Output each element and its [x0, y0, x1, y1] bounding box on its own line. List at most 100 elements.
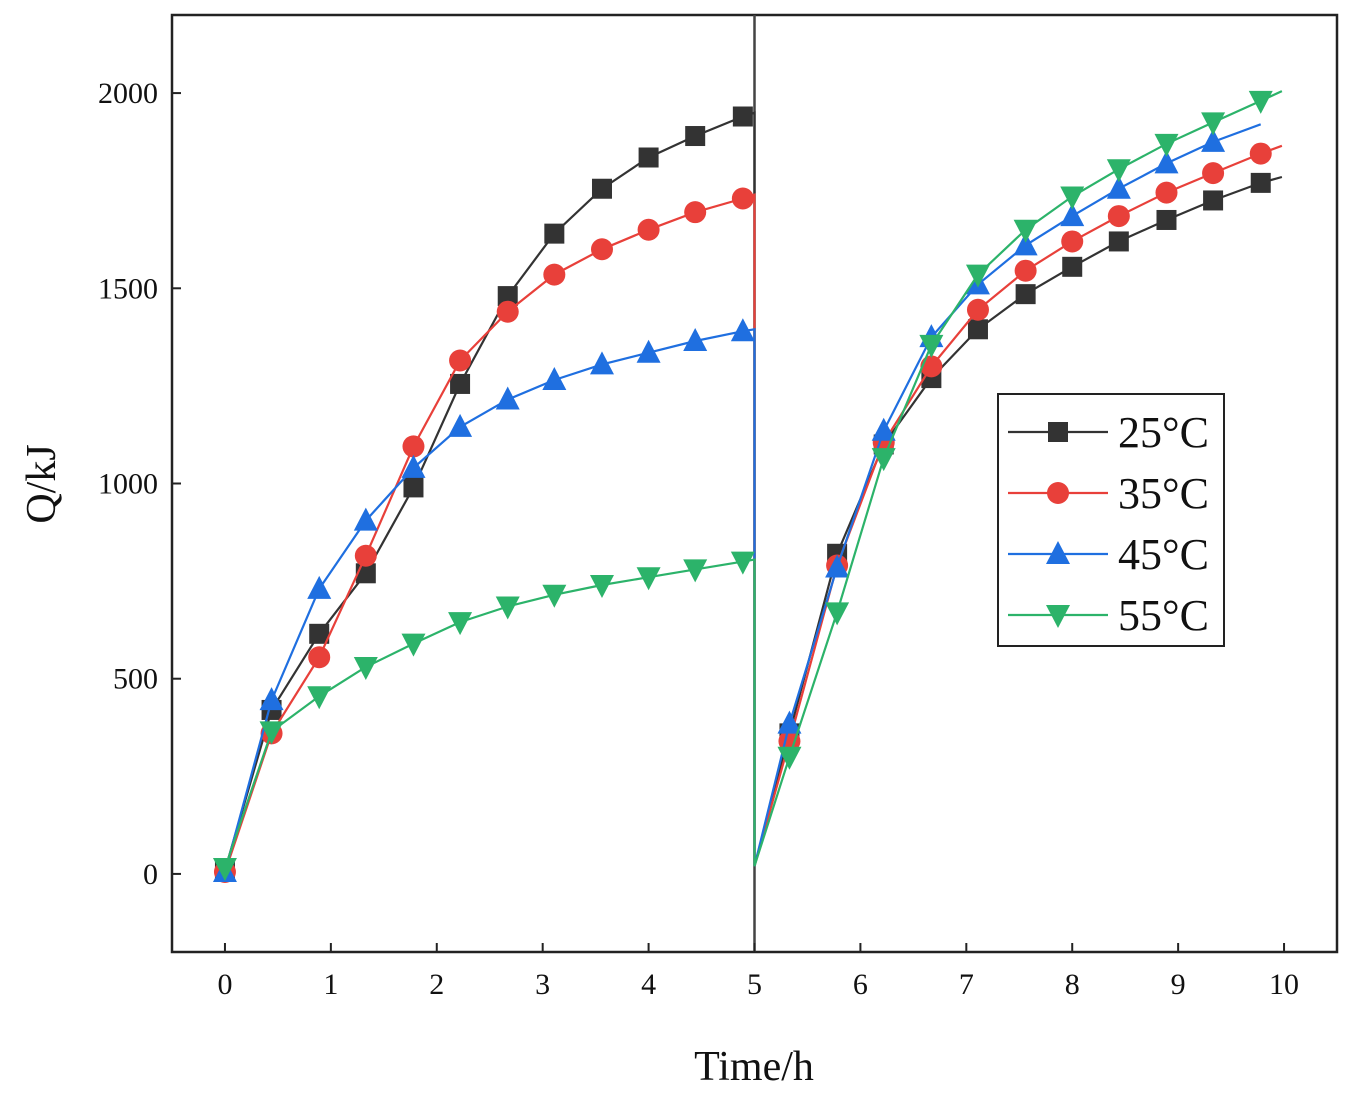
data-point	[965, 264, 990, 288]
legend-marker	[1047, 482, 1069, 504]
data-point	[919, 334, 944, 358]
data-point	[683, 327, 708, 351]
data-point	[1108, 231, 1129, 252]
x-tick-label: 7	[959, 968, 974, 1001]
x-tick-label: 6	[853, 968, 868, 1001]
data-point	[259, 687, 284, 711]
data-point	[638, 147, 659, 168]
data-point	[542, 367, 567, 391]
data-point	[589, 351, 614, 375]
data-point	[354, 544, 377, 567]
data-point	[495, 386, 520, 410]
data-point	[1249, 142, 1272, 165]
data-point	[825, 554, 850, 578]
y-axis: 0 500 1000 1500 2000	[98, 77, 181, 891]
y-tick-label: 2000	[98, 77, 158, 110]
data-point	[825, 602, 850, 626]
data-point	[403, 477, 424, 498]
data-point	[1154, 133, 1179, 157]
data-point	[1156, 209, 1177, 230]
data-point	[684, 201, 707, 224]
data-point	[1062, 256, 1083, 277]
data-point	[683, 559, 708, 583]
series-layer	[212, 90, 1283, 883]
x-tick-label: 5	[747, 968, 762, 1001]
data-point	[259, 721, 284, 745]
data-point	[309, 623, 330, 644]
data-point	[307, 686, 332, 710]
data-point	[920, 355, 943, 378]
x-tick-label: 2	[429, 968, 444, 1001]
data-point	[307, 575, 332, 599]
data-point	[1203, 190, 1224, 211]
x-axis: 0 1 2 3 4 5 6 7 8 9 10	[217, 943, 1299, 1001]
data-point	[966, 298, 989, 321]
data-point	[1060, 203, 1085, 227]
data-point	[449, 349, 472, 372]
data-point	[730, 318, 755, 342]
data-point	[448, 612, 473, 636]
data-point	[1061, 230, 1084, 253]
data-point	[967, 319, 988, 340]
data-point	[637, 218, 660, 241]
y-tick-label: 1500	[98, 272, 158, 305]
x-tick-label: 10	[1269, 968, 1299, 1001]
series-45CC	[212, 123, 1262, 882]
data-point	[591, 178, 612, 199]
x-axis-title: Time/h	[694, 1044, 814, 1090]
legend-label: 25°C	[1118, 408, 1209, 457]
data-point	[1106, 175, 1131, 199]
data-point	[1155, 181, 1178, 204]
data-point	[448, 413, 473, 437]
data-point	[636, 339, 661, 363]
x-tick-label: 1	[323, 968, 338, 1001]
data-point	[544, 223, 565, 244]
legend-marker	[1048, 422, 1068, 442]
data-point	[1201, 128, 1226, 152]
data-point	[636, 567, 661, 591]
data-point	[730, 551, 755, 575]
x-tick-label: 8	[1065, 968, 1080, 1001]
data-point	[777, 710, 802, 734]
legend-label: 55°C	[1118, 591, 1209, 640]
data-point	[1201, 112, 1226, 136]
data-point	[1202, 162, 1225, 185]
data-point	[1154, 150, 1179, 174]
data-point	[1106, 159, 1131, 183]
x-tick-label: 3	[535, 968, 550, 1001]
data-point	[1013, 219, 1038, 243]
y-axis-title: Q/kJ	[19, 444, 65, 523]
legend-label: 35°C	[1118, 469, 1209, 518]
data-point	[685, 126, 706, 147]
data-point	[1060, 186, 1085, 210]
data-point	[590, 238, 613, 261]
data-point	[1250, 172, 1271, 193]
data-point	[871, 417, 896, 441]
y-tick-label: 1000	[98, 468, 158, 501]
x-tick-label: 9	[1171, 968, 1186, 1001]
data-point	[542, 584, 567, 608]
legend: 25°C 35°C 45°C 55°C	[997, 393, 1225, 647]
data-point	[402, 435, 425, 458]
data-point	[1015, 284, 1036, 305]
data-point	[1248, 90, 1273, 114]
data-point	[731, 187, 754, 210]
legend-marker	[1046, 605, 1070, 628]
x-tick-label: 4	[641, 968, 656, 1001]
legend-marker	[1046, 541, 1070, 564]
data-point	[497, 286, 518, 307]
data-point	[589, 575, 614, 599]
data-point	[401, 633, 426, 657]
data-point	[353, 507, 378, 531]
data-point	[732, 106, 753, 127]
data-point	[777, 746, 802, 770]
data-point	[212, 858, 237, 882]
y-tick-label: 0	[143, 858, 158, 891]
legend-box	[997, 393, 1225, 647]
data-point	[871, 448, 896, 472]
data-point	[543, 263, 566, 286]
data-point	[496, 300, 519, 323]
data-point	[1014, 259, 1037, 282]
data-point	[401, 454, 426, 478]
